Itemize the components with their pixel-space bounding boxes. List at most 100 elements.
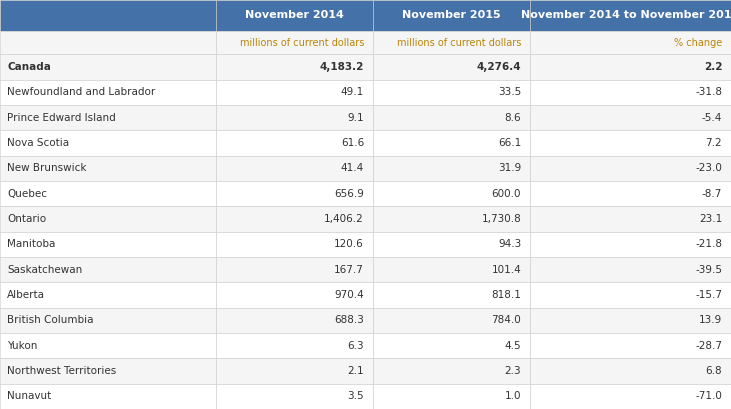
Text: -8.7: -8.7 (702, 189, 722, 199)
Bar (216, 31, 373, 54)
Bar (0, 207, 216, 231)
Text: 101.4: 101.4 (491, 265, 521, 275)
Bar (216, 257, 373, 282)
Bar (373, 181, 530, 207)
Text: -71.0: -71.0 (695, 391, 722, 401)
Text: November 2014 to November 2015: November 2014 to November 2015 (521, 10, 731, 20)
Text: November 2015: November 2015 (402, 10, 501, 20)
Text: % change: % change (674, 38, 722, 47)
Text: 4,183.2: 4,183.2 (319, 62, 364, 72)
Bar (530, 282, 731, 308)
Bar (0, 308, 216, 333)
Text: 656.9: 656.9 (334, 189, 364, 199)
Text: 61.6: 61.6 (341, 138, 364, 148)
Text: 2.1: 2.1 (347, 366, 364, 376)
Text: New Brunswick: New Brunswick (7, 163, 87, 173)
Bar (0, 54, 216, 80)
Bar (530, 333, 731, 358)
Text: 120.6: 120.6 (334, 239, 364, 249)
Bar (216, 358, 373, 384)
Text: British Columbia: British Columbia (7, 315, 94, 325)
Text: 9.1: 9.1 (347, 113, 364, 123)
Text: Newfoundland and Labrador: Newfoundland and Labrador (7, 88, 156, 97)
Bar (0, 257, 216, 282)
Text: -21.8: -21.8 (695, 239, 722, 249)
Bar (216, 54, 373, 80)
Text: Nova Scotia: Nova Scotia (7, 138, 69, 148)
Text: November 2014: November 2014 (245, 10, 344, 20)
Bar (216, 0, 373, 31)
Text: 6.8: 6.8 (705, 366, 722, 376)
Bar (0, 384, 216, 409)
Text: 1.0: 1.0 (504, 391, 521, 401)
Text: 6.3: 6.3 (347, 341, 364, 351)
Bar (373, 257, 530, 282)
Bar (0, 358, 216, 384)
Bar (0, 181, 216, 207)
Bar (373, 231, 530, 257)
Bar (373, 130, 530, 156)
Bar (216, 231, 373, 257)
Text: Northwest Territories: Northwest Territories (7, 366, 116, 376)
Bar (373, 308, 530, 333)
Text: 600.0: 600.0 (492, 189, 521, 199)
Text: -23.0: -23.0 (695, 163, 722, 173)
Text: Saskatchewan: Saskatchewan (7, 265, 83, 275)
Text: -5.4: -5.4 (702, 113, 722, 123)
Text: 94.3: 94.3 (498, 239, 521, 249)
Text: Yukon: Yukon (7, 341, 38, 351)
Text: 818.1: 818.1 (491, 290, 521, 300)
Bar (0, 0, 216, 31)
Bar (373, 384, 530, 409)
Bar (0, 80, 216, 105)
Bar (530, 358, 731, 384)
Bar (0, 333, 216, 358)
Text: 1,406.2: 1,406.2 (325, 214, 364, 224)
Text: 784.0: 784.0 (491, 315, 521, 325)
Text: 688.3: 688.3 (334, 315, 364, 325)
Text: 31.9: 31.9 (498, 163, 521, 173)
Bar (530, 31, 731, 54)
Bar (216, 181, 373, 207)
Bar (0, 31, 216, 54)
Bar (530, 308, 731, 333)
Bar (530, 80, 731, 105)
Text: 2.2: 2.2 (704, 62, 722, 72)
Bar (216, 156, 373, 181)
Bar (373, 282, 530, 308)
Bar (216, 105, 373, 130)
Bar (530, 156, 731, 181)
Text: 66.1: 66.1 (498, 138, 521, 148)
Text: Ontario: Ontario (7, 214, 47, 224)
Text: 4.5: 4.5 (504, 341, 521, 351)
Text: 3.5: 3.5 (347, 391, 364, 401)
Text: -39.5: -39.5 (695, 265, 722, 275)
Bar (216, 130, 373, 156)
Bar (530, 207, 731, 231)
Text: Prince Edward Island: Prince Edward Island (7, 113, 116, 123)
Bar (530, 181, 731, 207)
Bar (373, 31, 530, 54)
Text: 23.1: 23.1 (699, 214, 722, 224)
Text: 49.1: 49.1 (341, 88, 364, 97)
Bar (0, 105, 216, 130)
Bar (0, 231, 216, 257)
Bar (530, 231, 731, 257)
Text: 41.4: 41.4 (341, 163, 364, 173)
Bar (216, 207, 373, 231)
Bar (373, 0, 530, 31)
Text: -31.8: -31.8 (695, 88, 722, 97)
Bar (0, 130, 216, 156)
Bar (216, 384, 373, 409)
Bar (530, 257, 731, 282)
Bar (530, 0, 731, 31)
Bar (530, 54, 731, 80)
Bar (0, 282, 216, 308)
Text: 1,730.8: 1,730.8 (482, 214, 521, 224)
Text: millions of current dollars: millions of current dollars (397, 38, 521, 47)
Bar (216, 80, 373, 105)
Bar (373, 207, 530, 231)
Text: -28.7: -28.7 (695, 341, 722, 351)
Text: 2.3: 2.3 (504, 366, 521, 376)
Text: Alberta: Alberta (7, 290, 45, 300)
